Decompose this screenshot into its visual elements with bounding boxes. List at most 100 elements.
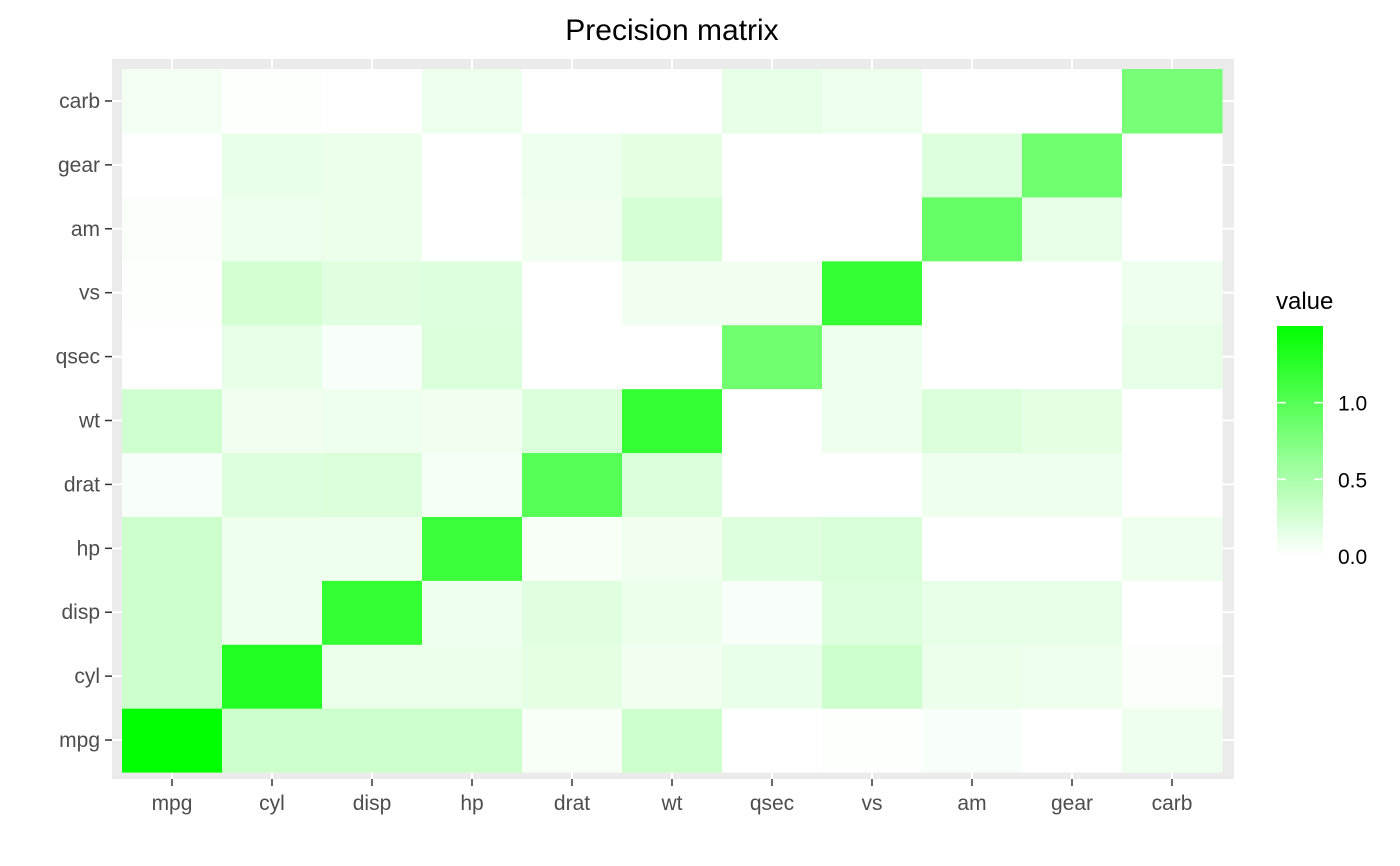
heatmap-cell-wt-mpg bbox=[122, 388, 223, 454]
heatmap-cell-disp-wt bbox=[622, 580, 723, 645]
heatmap-cell-am-drat bbox=[522, 196, 623, 262]
heatmap-cell-disp-drat bbox=[522, 580, 623, 645]
heatmap-cell-mpg-mpg bbox=[122, 708, 223, 773]
heatmap-cell-drat-disp bbox=[322, 452, 423, 517]
heatmap-cell-am-gear bbox=[1022, 196, 1123, 262]
heatmap-cell-drat-cyl bbox=[222, 452, 323, 517]
heatmap-cell-cyl-disp bbox=[322, 644, 423, 709]
heatmap-cell-cyl-gear bbox=[1022, 644, 1123, 709]
heatmap-cell-carb-vs bbox=[822, 69, 923, 134]
heatmap-cell-mpg-hp bbox=[422, 708, 523, 773]
heatmap-cell-qsec-wt bbox=[622, 324, 723, 390]
heatmap-cell-cyl-am bbox=[922, 644, 1023, 709]
x-tick-label: vs bbox=[862, 792, 883, 815]
heatmap-cell-drat-qsec bbox=[722, 452, 823, 517]
heatmap-cell-vs-drat bbox=[522, 260, 623, 326]
legend-tick-label: 0.0 bbox=[1338, 546, 1367, 569]
legend-colorbar bbox=[1277, 326, 1323, 556]
y-tick-label: am bbox=[71, 218, 100, 241]
y-tick-label: hp bbox=[77, 537, 100, 560]
heatmap-cell-wt-gear bbox=[1022, 388, 1123, 454]
heatmap-cell-cyl-drat bbox=[522, 644, 623, 709]
heatmap-cell-hp-cyl bbox=[222, 516, 323, 581]
heatmap-cell-cyl-qsec bbox=[722, 644, 823, 709]
y-tick-label: drat bbox=[64, 473, 100, 496]
heatmap-cell-qsec-qsec bbox=[722, 324, 823, 390]
heatmap-cell-hp-qsec bbox=[722, 516, 823, 581]
heatmap-cell-carb-qsec bbox=[722, 69, 823, 134]
legend-tick-label: 1.0 bbox=[1338, 393, 1367, 416]
heatmap-cell-hp-drat bbox=[522, 516, 623, 581]
y-tick-label: qsec bbox=[56, 346, 100, 369]
heatmap-cell-carb-gear bbox=[1022, 69, 1123, 134]
heatmap-cell-cyl-hp bbox=[422, 644, 523, 709]
heatmap-cell-am-disp bbox=[322, 196, 423, 262]
heatmap-cell-hp-wt bbox=[622, 516, 723, 581]
x-tick-label: mpg bbox=[152, 792, 193, 815]
heatmap-cell-drat-drat bbox=[522, 452, 623, 517]
heatmap-cell-qsec-cyl bbox=[222, 324, 323, 390]
x-tick-label: am bbox=[957, 792, 986, 815]
heatmap-cell-gear-qsec bbox=[722, 132, 823, 198]
heatmap-cell-mpg-disp bbox=[322, 708, 423, 773]
chart-title: Precision matrix bbox=[565, 14, 778, 47]
heatmap-cell-cyl-wt bbox=[622, 644, 723, 709]
x-tick-label: gear bbox=[1051, 792, 1093, 815]
heatmap-cell-drat-gear bbox=[1022, 452, 1123, 517]
legend-ticks: 0.0 0.5 1.0 bbox=[1277, 393, 1367, 569]
heatmap-cell-mpg-qsec bbox=[722, 708, 823, 773]
heatmap-cell-gear-vs bbox=[822, 132, 923, 198]
heatmap-cell-wt-wt bbox=[622, 388, 723, 454]
heatmap-cell-qsec-carb bbox=[1122, 324, 1223, 390]
heatmap-cell-hp-am bbox=[922, 516, 1023, 581]
x-tick-label: wt bbox=[661, 792, 683, 815]
heatmap-cell-mpg-wt bbox=[622, 708, 723, 773]
heatmap-cell-hp-vs bbox=[822, 516, 923, 581]
heatmap-cell-carb-disp bbox=[322, 69, 423, 134]
heatmap-cell-wt-am bbox=[922, 388, 1023, 454]
heatmap-cell-vs-gear bbox=[1022, 260, 1123, 326]
heatmap-cell-cyl-vs bbox=[822, 644, 923, 709]
heatmap-cell-carb-cyl bbox=[222, 69, 323, 134]
heatmap-cell-gear-gear bbox=[1022, 132, 1123, 198]
heatmap-cell-drat-carb bbox=[1122, 452, 1223, 517]
heatmap-cell-drat-mpg bbox=[122, 452, 223, 517]
heatmap-cell-mpg-drat bbox=[522, 708, 623, 773]
heatmap-cell-mpg-am bbox=[922, 708, 1023, 773]
heatmap-cell-wt-vs bbox=[822, 388, 923, 454]
heatmap-cell-am-cyl bbox=[222, 196, 323, 262]
heatmap-cell-qsec-mpg bbox=[122, 324, 223, 390]
heatmap-cell-wt-disp bbox=[322, 388, 423, 454]
heatmap-cell-disp-qsec bbox=[722, 580, 823, 645]
y-tick-label: gear bbox=[58, 154, 100, 177]
heatmap-cell-carb-am bbox=[922, 69, 1023, 134]
y-tick-label: cyl bbox=[74, 665, 100, 688]
heatmap-cell-mpg-cyl bbox=[222, 708, 323, 773]
heatmap-cell-wt-qsec bbox=[722, 388, 823, 454]
heatmap-cell-vs-wt bbox=[622, 260, 723, 326]
heatmap-cell-gear-cyl bbox=[222, 132, 323, 198]
heatmap-cell-gear-disp bbox=[322, 132, 423, 198]
heatmap-cell-mpg-vs bbox=[822, 708, 923, 773]
heatmap-cell-disp-vs bbox=[822, 580, 923, 645]
y-tick-label: disp bbox=[61, 601, 100, 624]
heatmap-cell-hp-hp bbox=[422, 516, 523, 581]
heatmap-cell-gear-wt bbox=[622, 132, 723, 198]
heatmap-cell-hp-disp bbox=[322, 516, 423, 581]
heatmap-cell-am-carb bbox=[1122, 196, 1223, 262]
heatmap-cell-qsec-vs bbox=[822, 324, 923, 390]
heatmap-cell-drat-wt bbox=[622, 452, 723, 517]
heatmap-cell-disp-cyl bbox=[222, 580, 323, 645]
heatmap-cell-vs-am bbox=[922, 260, 1023, 326]
x-axis: mpg cyl disp hp drat wt qsec vs am gear carb bbox=[152, 779, 1193, 815]
x-tick-label: qsec bbox=[750, 792, 794, 815]
heatmap-cell-vs-cyl bbox=[222, 260, 323, 326]
x-tick-label: disp bbox=[353, 792, 392, 815]
legend-tick-label: 0.5 bbox=[1338, 469, 1367, 492]
y-axis: mpg cyl disp hp drat wt qsec vs am gear carb bbox=[56, 90, 112, 752]
heatmap-cell-vs-vs bbox=[822, 260, 923, 326]
heatmap-cell-carb-carb bbox=[1122, 69, 1223, 134]
x-tick-label: carb bbox=[1152, 792, 1193, 815]
heatmap-cell-qsec-hp bbox=[422, 324, 523, 390]
heatmap-cell-disp-am bbox=[922, 580, 1023, 645]
